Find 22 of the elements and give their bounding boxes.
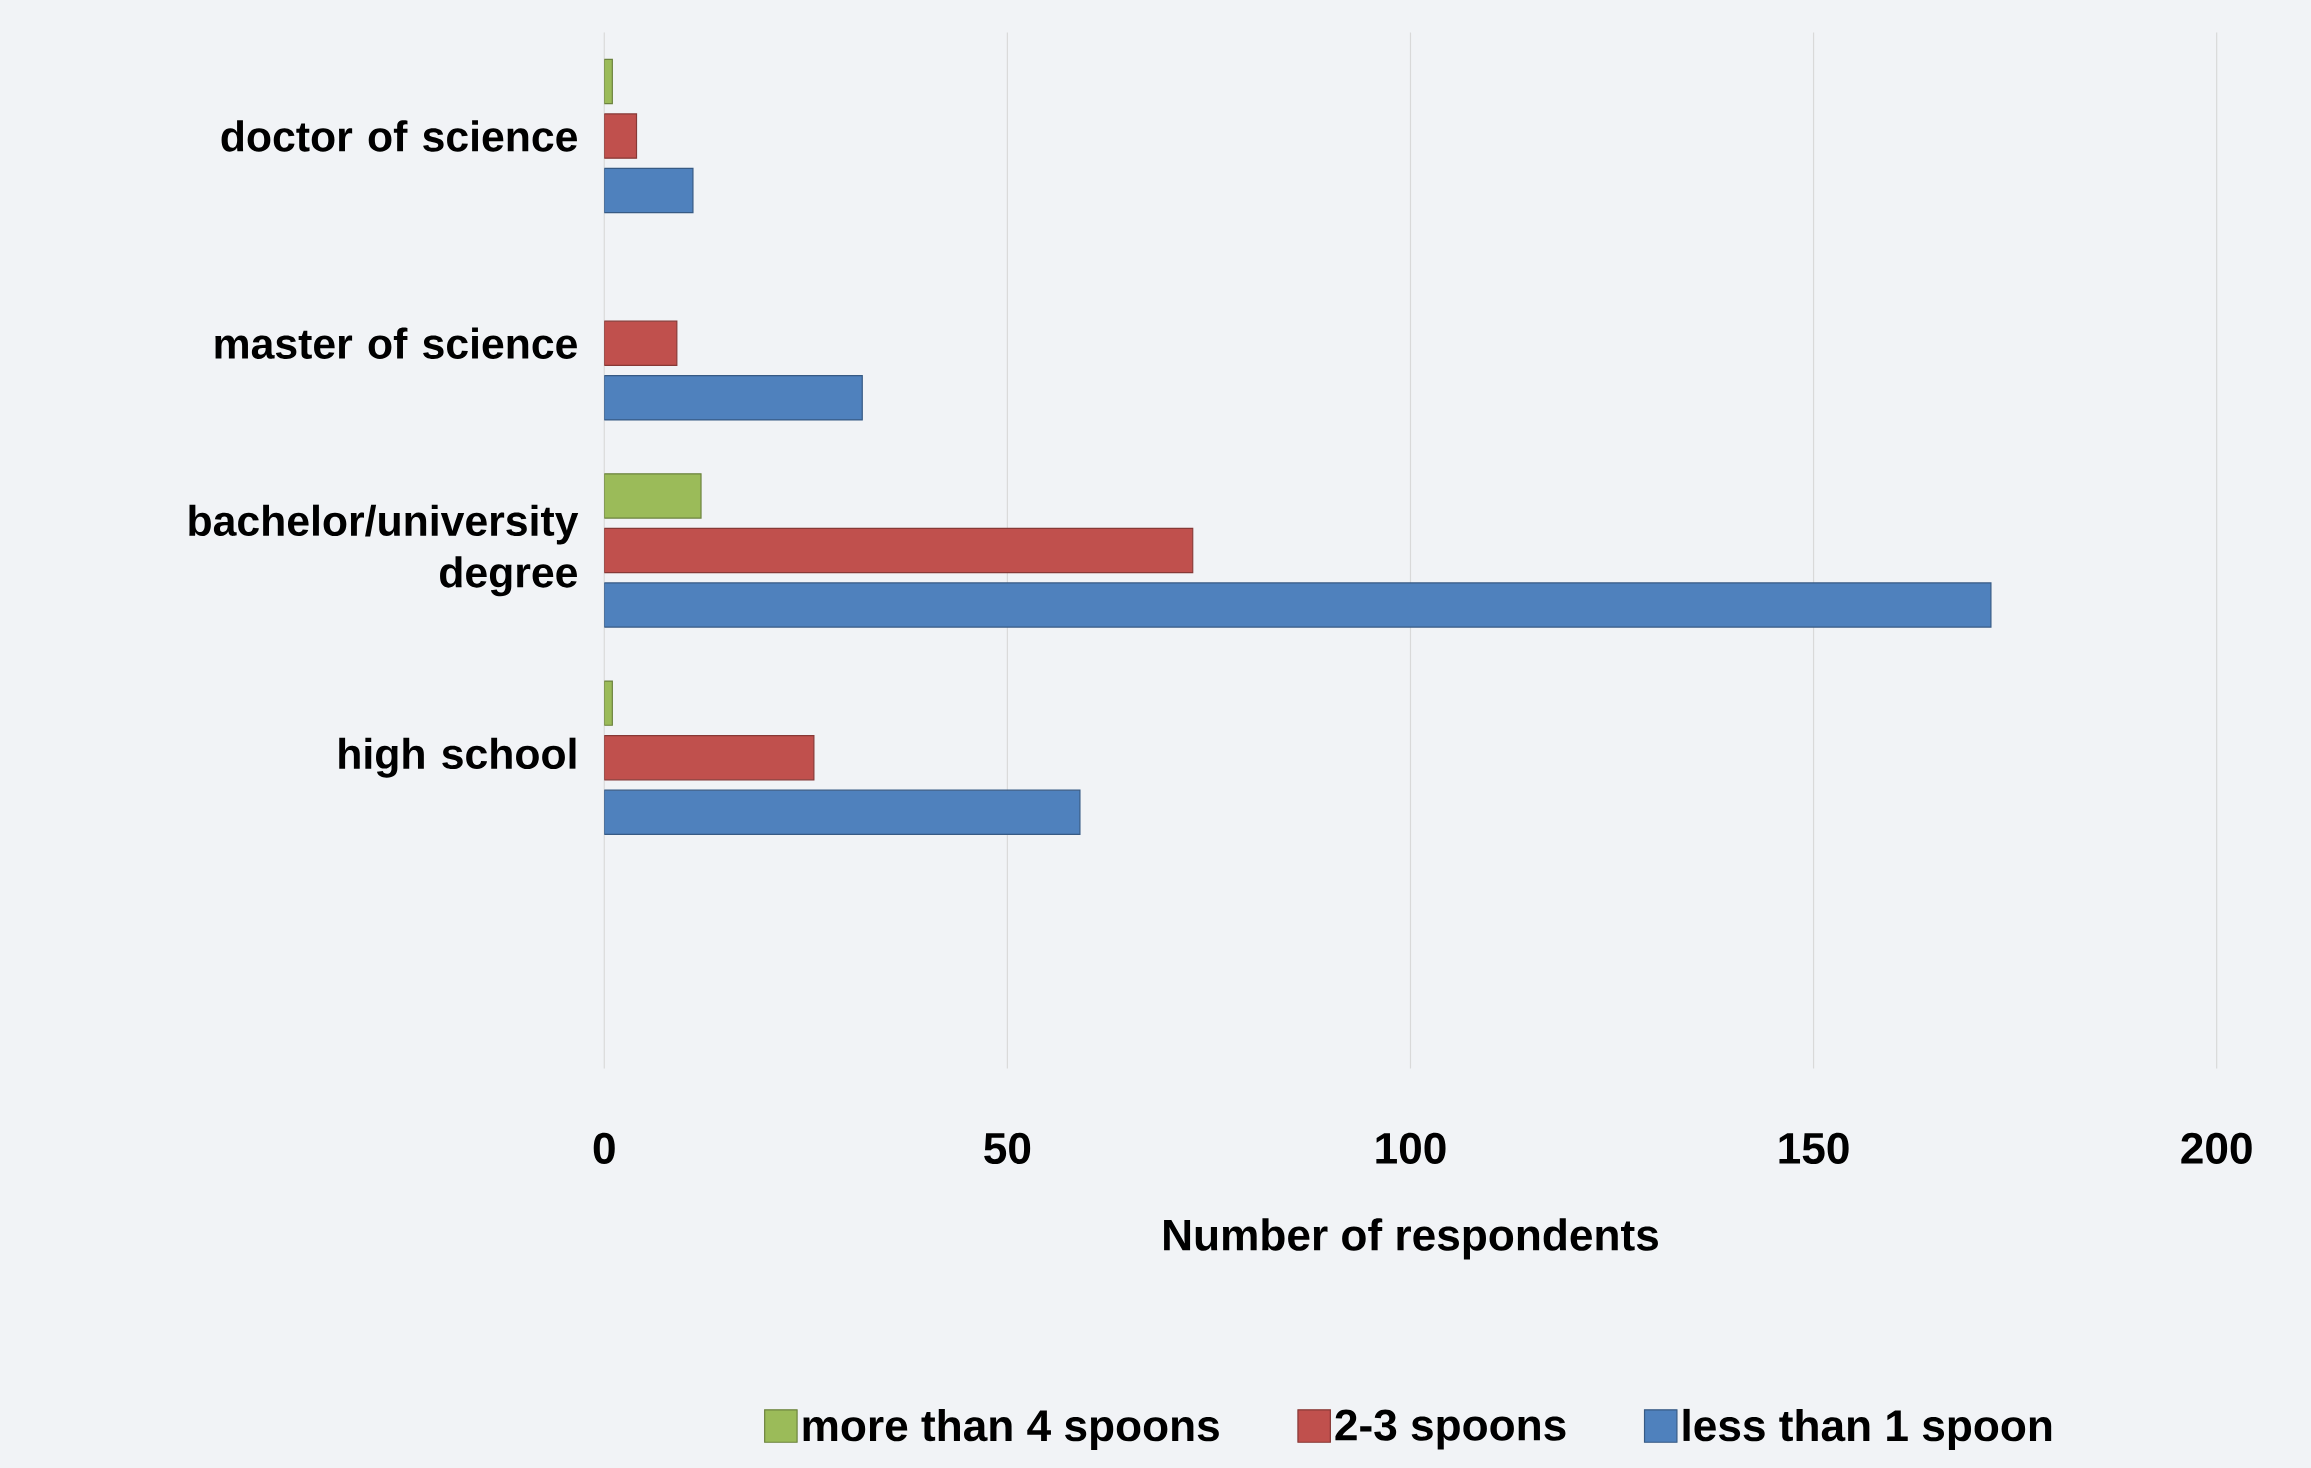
bar <box>604 113 638 159</box>
y-tick-label: bachelor/university degree <box>189 504 579 597</box>
x-tick-label: 200 <box>2181 1132 2252 1165</box>
bar <box>604 320 678 366</box>
bar <box>604 167 694 214</box>
y-tick-label: master of science <box>215 327 577 359</box>
x-axis-title: Number of respondents <box>1164 1218 1658 1260</box>
legend-label: more than 4 spoons <box>803 1408 1219 1451</box>
x-tick-label: 100 <box>1376 1132 1446 1165</box>
x-tick-label: 50 <box>984 1132 1031 1165</box>
y-tick-label: high school <box>339 737 576 778</box>
bar <box>604 789 1081 835</box>
bar <box>604 473 702 519</box>
legend-label: 2-3 spoons <box>1335 1409 1566 1450</box>
x-tick-label: 0 <box>593 1132 615 1165</box>
bar <box>604 582 1992 628</box>
y-tick-label: doctor of science <box>221 120 577 152</box>
bar <box>604 735 815 781</box>
legend-label: less than 1 spoon <box>1683 1408 2052 1451</box>
bar <box>604 375 863 421</box>
x-tick-label: 150 <box>1779 1132 1849 1165</box>
bar <box>604 527 1194 574</box>
